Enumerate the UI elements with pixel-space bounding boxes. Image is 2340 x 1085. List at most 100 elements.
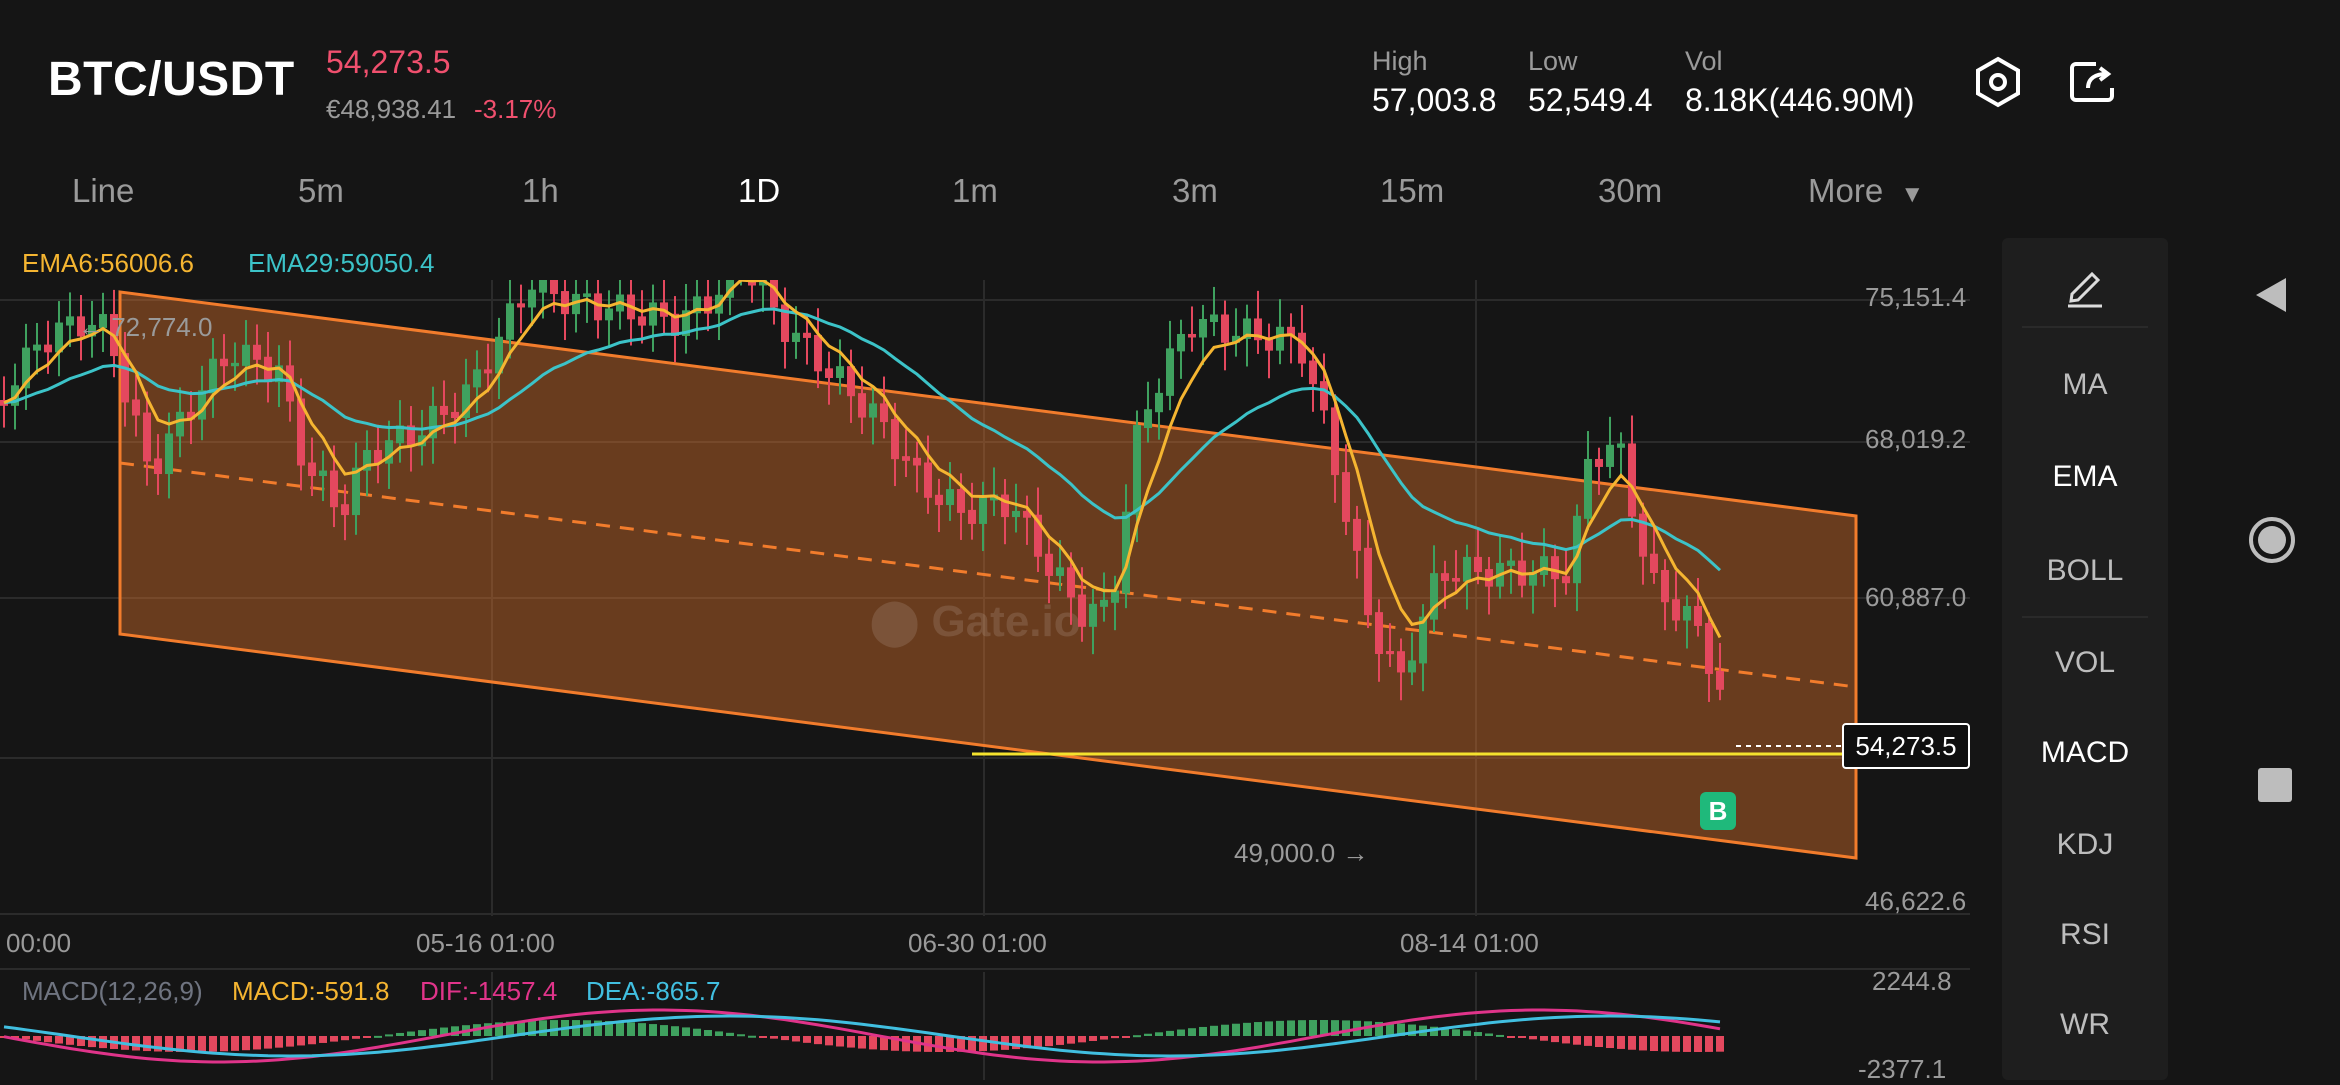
pen-icon[interactable] [2062, 262, 2108, 308]
candle-body [121, 353, 129, 403]
indicator-macd[interactable]: MACD [2040, 736, 2130, 769]
candle-body [869, 403, 877, 418]
candle-body [1661, 570, 1669, 603]
macd-bar [1474, 1032, 1482, 1036]
macd-chart[interactable] [0, 972, 1970, 1080]
macd-bar [1485, 1033, 1493, 1036]
candlestick-chart[interactable]: ⬤ Gate.io [0, 280, 1970, 916]
candle-body [638, 316, 646, 326]
ema29-line [3, 307, 1722, 572]
macd-bar [1562, 1036, 1570, 1044]
macd-bar [803, 1036, 811, 1043]
macd-bar [253, 1036, 261, 1050]
macd-bar [880, 1036, 888, 1051]
tab-3m[interactable]: 3m [1172, 172, 1218, 209]
tab-30m[interactable]: 30m [1598, 172, 1663, 209]
indicator-rsi[interactable]: RSI [2059, 918, 2110, 951]
tab-1m[interactable]: 1m [952, 172, 998, 209]
candle-body [55, 322, 63, 353]
price-axis-label: 46,622.6 [1865, 886, 1967, 916]
candle-body [561, 291, 569, 315]
tab-5m[interactable]: 5m [298, 172, 344, 209]
macd-bar [88, 1036, 96, 1048]
macd-bar [66, 1036, 74, 1045]
tab-more[interactable]: More ▼ [1808, 172, 1924, 210]
buy-marker[interactable]: B [1700, 792, 1736, 830]
macd-axis-top: 2244.8 [1872, 966, 1952, 996]
home-circle-icon[interactable] [2248, 516, 2296, 564]
macd-bar [352, 1036, 360, 1039]
candle-body [1617, 443, 1625, 448]
tab-1h[interactable]: 1h [522, 172, 559, 209]
macd-bar [1012, 1036, 1020, 1050]
macd-bar [935, 1036, 943, 1052]
macd-bar [1639, 1036, 1647, 1051]
candle-body [0, 400, 8, 406]
candle-body [1067, 567, 1075, 598]
macd-bar [1672, 1036, 1680, 1052]
candle-body [231, 362, 239, 367]
candle-body [1716, 670, 1724, 690]
macd-bar [1276, 1020, 1284, 1036]
tab-1d[interactable]: 1D [738, 172, 781, 209]
tab-15m[interactable]: 15m [1380, 172, 1445, 209]
macd-bar [594, 1020, 602, 1036]
candle-body [198, 390, 206, 420]
candle-body [66, 316, 74, 326]
macd-bar [671, 1026, 679, 1036]
macd-bar [1056, 1036, 1064, 1045]
macd-bar [770, 1036, 778, 1039]
recents-square-icon[interactable] [2258, 768, 2292, 802]
candle-body [451, 411, 459, 418]
macd-bar [1375, 1021, 1383, 1036]
candle-body [1694, 605, 1702, 626]
macd-bar [1430, 1026, 1438, 1036]
macd-bar [715, 1031, 723, 1036]
candle-body [550, 280, 558, 295]
dif-value: DIF:-1457.4 [420, 976, 558, 1006]
candle-body [1001, 494, 1009, 518]
candle-body [1298, 332, 1306, 364]
candle-body [924, 462, 932, 498]
macd-bar [407, 1031, 415, 1036]
macd-bar [1540, 1036, 1548, 1041]
pair-title[interactable]: BTC/USDT [48, 53, 295, 106]
macd-bar [627, 1022, 635, 1036]
candle-body [1199, 319, 1207, 338]
macd-bar [550, 1020, 558, 1036]
candle-body [99, 314, 107, 328]
candle-body [704, 296, 712, 314]
candle-body [253, 344, 261, 360]
macd-bar [1023, 1036, 1031, 1049]
candle-body [517, 303, 525, 308]
candle-body [88, 324, 96, 337]
indicator-ma[interactable]: MA [2062, 368, 2108, 401]
ema29-label: EMA29:59050.4 [248, 248, 435, 278]
macd-bar [440, 1027, 448, 1036]
candle-body [1463, 556, 1471, 582]
indicator-kdj[interactable]: KDJ [2056, 828, 2114, 861]
share-icon[interactable] [2064, 54, 2120, 110]
candle-body [286, 365, 294, 402]
macd-bar [1342, 1020, 1350, 1036]
macd-divider [0, 968, 1970, 970]
candle-body [1276, 326, 1284, 351]
settings-hex-icon[interactable] [1970, 54, 2026, 110]
panel-separator [2022, 326, 2148, 328]
macd-bar [1309, 1020, 1317, 1036]
back-triangle-icon[interactable] [2254, 276, 2288, 314]
candle-body [1386, 650, 1394, 655]
macd-bar [297, 1036, 305, 1046]
macd-bar [1122, 1036, 1130, 1038]
macd-bar [847, 1036, 855, 1048]
candle-body [429, 405, 437, 439]
macd-bar [341, 1036, 349, 1041]
macd-bar [726, 1032, 734, 1036]
tab-line[interactable]: Line [72, 172, 135, 209]
indicator-vol[interactable]: VOL [2054, 646, 2116, 679]
indicator-wr[interactable]: WR [2060, 1008, 2110, 1041]
macd-bar [759, 1036, 767, 1038]
indicator-ema[interactable]: EMA [2052, 460, 2118, 493]
indicator-boll[interactable]: BOLL [2046, 554, 2124, 587]
candle-body [1133, 425, 1141, 515]
